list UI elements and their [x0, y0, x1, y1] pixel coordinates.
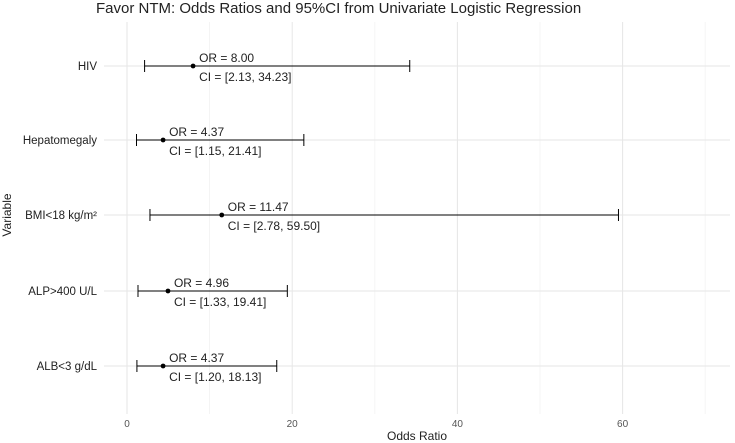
x-tick-label: 20: [287, 419, 299, 430]
or-label: OR = 11.47: [228, 200, 289, 214]
or-point: [160, 137, 166, 143]
x-tick-label: 40: [452, 419, 464, 430]
ci-label: CI = [2.78, 59.50]: [228, 219, 320, 233]
labels: 0 20 40 60 OR = 8.00 CI = [2.13, 34.23] HIV OR …: [23, 51, 629, 430]
ci-label: CI = [1.33, 19.41]: [174, 295, 266, 309]
ci-label: CI = [1.15, 21.41]: [169, 144, 261, 158]
y-category-label: ALB<3 g/dL: [37, 361, 98, 373]
y-axis-title: Variable: [0, 193, 14, 236]
marks: [135, 60, 619, 372]
or-point: [219, 212, 225, 218]
y-category-label: Hepatomegaly: [23, 135, 97, 147]
y-category-label: BMI<18 kg/m²: [25, 210, 97, 222]
y-category-label: ALP>400 U/L: [28, 286, 97, 298]
x-tick-label: 60: [617, 419, 629, 430]
chart-title: Favor NTM: Odds Ratios and 95%CI from Un…: [96, 0, 581, 17]
or-point: [165, 288, 171, 294]
x-axis-title: Odds Ratio: [387, 429, 447, 443]
or-label: OR = 4.37: [169, 125, 224, 139]
or-point: [160, 363, 166, 369]
or-label: OR = 4.37: [169, 351, 224, 365]
y-category-label: HIV: [78, 61, 98, 73]
or-point: [190, 63, 196, 69]
ci-label: CI = [2.13, 34.23]: [199, 70, 291, 84]
x-tick-label: 0: [124, 419, 130, 430]
ci-label: CI = [1.20, 18.13]: [169, 370, 261, 384]
or-label: OR = 8.00: [199, 51, 254, 65]
or-label: OR = 4.96: [174, 276, 229, 290]
